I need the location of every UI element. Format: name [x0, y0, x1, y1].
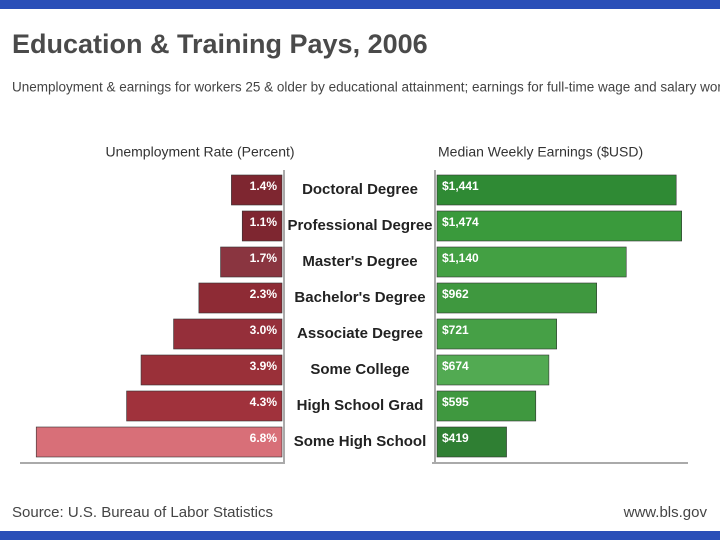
bottom-band — [0, 531, 720, 540]
category-label: Professional Degree — [287, 217, 432, 234]
value-label: 2.3% — [250, 287, 278, 301]
value-label: $1,474 — [442, 215, 479, 229]
bar — [241, 210, 283, 242]
category-label: Associate Degree — [297, 325, 423, 342]
category-label: Master's Degree — [302, 253, 417, 270]
bar — [436, 246, 627, 278]
value-label: $721 — [442, 323, 469, 337]
category-label: High School Grad — [297, 397, 424, 414]
bar — [436, 174, 677, 206]
value-label: $1,140 — [442, 251, 479, 265]
bar — [436, 354, 550, 386]
bar — [436, 282, 597, 314]
value-label: 1.1% — [250, 215, 278, 229]
chart-subtitle: Unemployment & earnings for workers 25 &… — [12, 80, 720, 95]
category-label: Some College — [310, 361, 409, 378]
bar — [35, 426, 283, 458]
bar — [140, 354, 283, 386]
bar — [198, 282, 283, 314]
bar — [173, 318, 283, 350]
value-label: 1.7% — [250, 251, 278, 265]
value-label: 3.0% — [250, 323, 278, 337]
value-label: 6.8% — [250, 431, 278, 445]
value-label: $674 — [442, 359, 469, 373]
value-label: 1.4% — [250, 179, 278, 193]
chart-title: Education & Training Pays, 2006 — [12, 29, 428, 59]
source: Source: U.S. Bureau of Labor Statistics — [12, 504, 273, 521]
bar — [436, 318, 557, 350]
bar — [231, 174, 283, 206]
bar — [126, 390, 283, 422]
value-label: $419 — [442, 431, 469, 445]
bar — [436, 210, 682, 242]
value-label: $595 — [442, 395, 469, 409]
bar — [220, 246, 283, 278]
top-band — [0, 0, 720, 9]
bar — [436, 390, 537, 422]
value-label: 3.9% — [250, 359, 278, 373]
category-label: Doctoral Degree — [302, 181, 418, 198]
axis-title: Median Weekly Earnings ($USD) — [438, 144, 643, 160]
bar — [436, 426, 507, 458]
value-label: $962 — [442, 287, 469, 301]
value-label: $1,441 — [442, 179, 479, 193]
category-label: Some High School — [294, 433, 427, 450]
value-label: 4.3% — [250, 395, 278, 409]
category-label: Bachelor's Degree — [294, 289, 425, 306]
website: www.bls.gov — [623, 504, 708, 521]
axis-title: Unemployment Rate (Percent) — [105, 144, 294, 160]
